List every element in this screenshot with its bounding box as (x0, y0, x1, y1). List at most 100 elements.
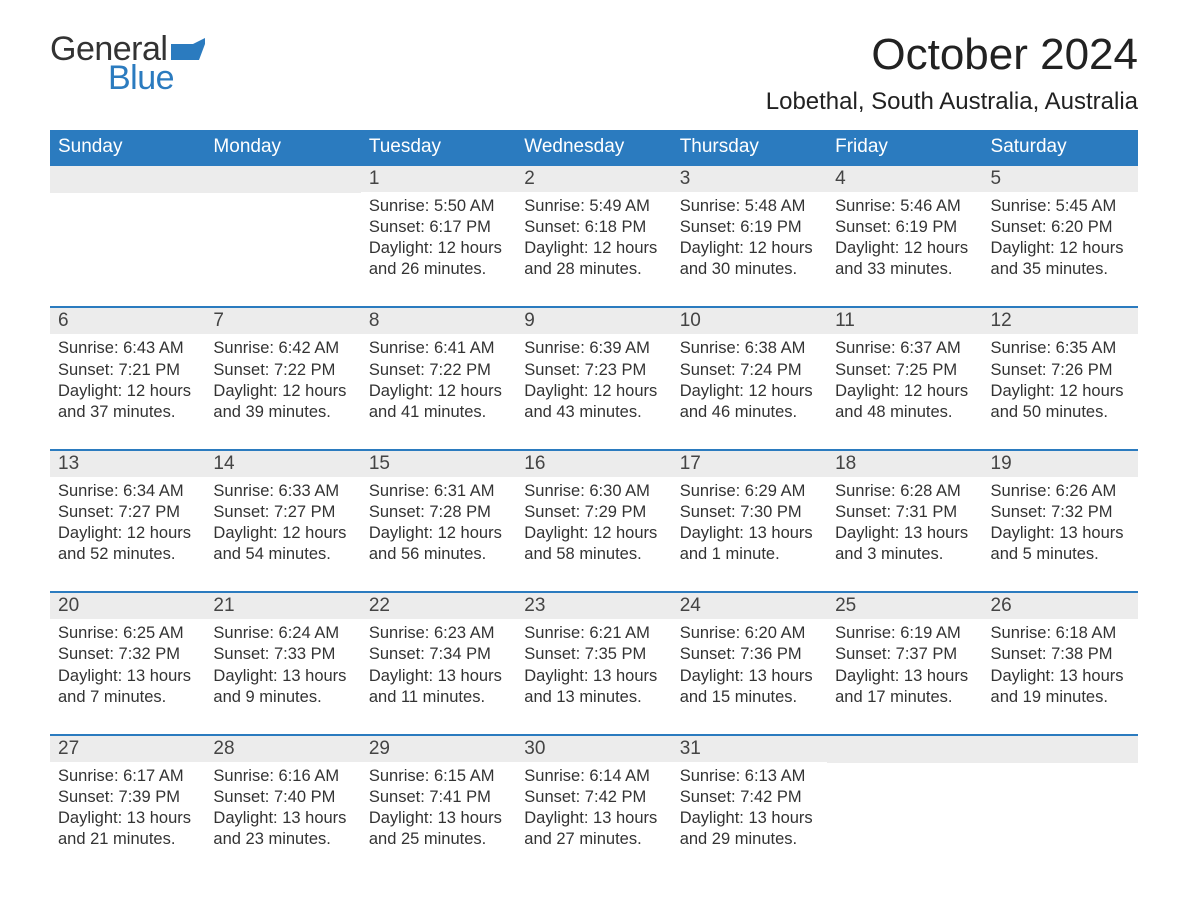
day-body: Sunrise: 6:35 AMSunset: 7:26 PMDaylight:… (983, 334, 1138, 448)
sunset-line: Sunset: 7:26 PM (991, 360, 1130, 381)
daylight-line: Daylight: 13 hours and 17 minutes. (835, 666, 974, 708)
sunrise-line: Sunrise: 5:49 AM (524, 196, 663, 217)
day-number: 14 (205, 451, 360, 477)
daylight-line: Daylight: 12 hours and 46 minutes. (680, 381, 819, 423)
day-body: Sunrise: 6:28 AMSunset: 7:31 PMDaylight:… (827, 477, 982, 591)
day-number: 27 (50, 736, 205, 762)
sunrise-line: Sunrise: 6:24 AM (213, 623, 352, 644)
calendar-cell: 6Sunrise: 6:43 AMSunset: 7:21 PMDaylight… (50, 307, 205, 449)
sunrise-line: Sunrise: 6:16 AM (213, 766, 352, 787)
sunset-line: Sunset: 7:25 PM (835, 360, 974, 381)
day-body: Sunrise: 6:31 AMSunset: 7:28 PMDaylight:… (361, 477, 516, 591)
sunset-line: Sunset: 7:32 PM (991, 502, 1130, 523)
day-body: Sunrise: 6:19 AMSunset: 7:37 PMDaylight:… (827, 619, 982, 733)
daylight-line: Daylight: 12 hours and 30 minutes. (680, 238, 819, 280)
calendar-cell: 10Sunrise: 6:38 AMSunset: 7:24 PMDayligh… (672, 307, 827, 449)
sunset-line: Sunset: 7:24 PM (680, 360, 819, 381)
sunrise-line: Sunrise: 5:46 AM (835, 196, 974, 217)
calendar-table: Sunday Monday Tuesday Wednesday Thursday… (50, 130, 1138, 876)
sunrise-line: Sunrise: 6:30 AM (524, 481, 663, 502)
day-body: Sunrise: 6:38 AMSunset: 7:24 PMDaylight:… (672, 334, 827, 448)
sunset-line: Sunset: 7:27 PM (58, 502, 197, 523)
day-number: 12 (983, 308, 1138, 334)
sunrise-line: Sunrise: 6:33 AM (213, 481, 352, 502)
day-number: 28 (205, 736, 360, 762)
daylight-line: Daylight: 12 hours and 58 minutes. (524, 523, 663, 565)
sunrise-line: Sunrise: 6:37 AM (835, 338, 974, 359)
calendar-week: 27Sunrise: 6:17 AMSunset: 7:39 PMDayligh… (50, 735, 1138, 876)
daylight-line: Daylight: 12 hours and 48 minutes. (835, 381, 974, 423)
calendar-cell: 30Sunrise: 6:14 AMSunset: 7:42 PMDayligh… (516, 735, 671, 876)
day-number: 17 (672, 451, 827, 477)
sunrise-line: Sunrise: 6:15 AM (369, 766, 508, 787)
calendar-cell: 7Sunrise: 6:42 AMSunset: 7:22 PMDaylight… (205, 307, 360, 449)
sunrise-line: Sunrise: 6:35 AM (991, 338, 1130, 359)
day-number: 19 (983, 451, 1138, 477)
daylight-line: Daylight: 12 hours and 35 minutes. (991, 238, 1130, 280)
day-body: Sunrise: 6:21 AMSunset: 7:35 PMDaylight:… (516, 619, 671, 733)
sunset-line: Sunset: 7:40 PM (213, 787, 352, 808)
day-number: 1 (361, 166, 516, 192)
day-number: 10 (672, 308, 827, 334)
sunrise-line: Sunrise: 6:42 AM (213, 338, 352, 359)
day-body: Sunrise: 6:23 AMSunset: 7:34 PMDaylight:… (361, 619, 516, 733)
calendar-cell: 11Sunrise: 6:37 AMSunset: 7:25 PMDayligh… (827, 307, 982, 449)
sunrise-line: Sunrise: 6:20 AM (680, 623, 819, 644)
day-number: 16 (516, 451, 671, 477)
sunset-line: Sunset: 7:39 PM (58, 787, 197, 808)
day-body: Sunrise: 6:15 AMSunset: 7:41 PMDaylight:… (361, 762, 516, 876)
sunrise-line: Sunrise: 6:25 AM (58, 623, 197, 644)
calendar-cell: 16 Sunrise: 6:30 AMSunset: 7:29 PMDayligh… (516, 450, 671, 592)
sunset-line: Sunset: 7:29 PM (524, 502, 663, 523)
day-number: 31 (672, 736, 827, 762)
calendar-cell: 15Sunrise: 6:31 AMSunset: 7:28 PMDayligh… (361, 450, 516, 592)
calendar-cell: 28Sunrise: 6:16 AMSunset: 7:40 PMDayligh… (205, 735, 360, 876)
day-body (827, 763, 982, 873)
day-body: Sunrise: 6:29 AMSunset: 7:30 PMDaylight:… (672, 477, 827, 591)
sunset-line: Sunset: 7:41 PM (369, 787, 508, 808)
sunset-line: Sunset: 7:42 PM (680, 787, 819, 808)
sunrise-line: Sunrise: 6:43 AM (58, 338, 197, 359)
location: Lobethal, South Australia, Australia (766, 88, 1138, 116)
sunset-line: Sunset: 7:38 PM (991, 644, 1130, 665)
day-body: Sunrise: 6:20 AMSunset: 7:36 PMDaylight:… (672, 619, 827, 733)
sunrise-line: Sunrise: 6:28 AM (835, 481, 974, 502)
day-body: Sunrise: 5:46 AMSunset: 6:19 PMDaylight:… (827, 192, 982, 306)
day-number: 6 (50, 308, 205, 334)
sunrise-line: Sunrise: 5:45 AM (991, 196, 1130, 217)
calendar-cell (983, 735, 1138, 876)
sunset-line: Sunset: 7:27 PM (213, 502, 352, 523)
sunrise-line: Sunrise: 6:21 AM (524, 623, 663, 644)
day-number: 18 (827, 451, 982, 477)
calendar-cell: 4Sunrise: 5:46 AMSunset: 6:19 PMDaylight… (827, 165, 982, 307)
daylight-line: Daylight: 13 hours and 5 minutes. (991, 523, 1130, 565)
sunrise-line: Sunrise: 6:18 AM (991, 623, 1130, 644)
title-block: October 2024 Lobethal, South Australia, … (766, 30, 1138, 116)
day-number: 7 (205, 308, 360, 334)
day-number: 8 (361, 308, 516, 334)
logo: General Blue (50, 30, 205, 98)
sunrise-line: Sunrise: 6:14 AM (524, 766, 663, 787)
day-number: 5 (983, 166, 1138, 192)
day-header-row: Sunday Monday Tuesday Wednesday Thursday… (50, 130, 1138, 165)
day-body: Sunrise: 6:33 AMSunset: 7:27 PMDaylight:… (205, 477, 360, 591)
day-number: 25 (827, 593, 982, 619)
daylight-line: Daylight: 12 hours and 39 minutes. (213, 381, 352, 423)
day-body: Sunrise: 6:42 AMSunset: 7:22 PMDaylight:… (205, 334, 360, 448)
calendar-week: 13Sunrise: 6:34 AMSunset: 7:27 PMDayligh… (50, 450, 1138, 592)
calendar-cell: 8Sunrise: 6:41 AMSunset: 7:22 PMDaylight… (361, 307, 516, 449)
daylight-line: Daylight: 13 hours and 3 minutes. (835, 523, 974, 565)
sunset-line: Sunset: 6:17 PM (369, 217, 508, 238)
calendar-cell: 3Sunrise: 5:48 AMSunset: 6:19 PMDaylight… (672, 165, 827, 307)
sunset-line: Sunset: 7:36 PM (680, 644, 819, 665)
calendar-cell: 1Sunrise: 5:50 AMSunset: 6:17 PMDaylight… (361, 165, 516, 307)
logo-word-2: Blue (108, 59, 205, 98)
calendar-cell: 27Sunrise: 6:17 AMSunset: 7:39 PMDayligh… (50, 735, 205, 876)
daylight-line: Daylight: 13 hours and 11 minutes. (369, 666, 508, 708)
calendar-cell (205, 165, 360, 307)
daylight-line: Daylight: 13 hours and 25 minutes. (369, 808, 508, 850)
day-number: 22 (361, 593, 516, 619)
day-header: Thursday (672, 130, 827, 165)
sunrise-line: Sunrise: 6:38 AM (680, 338, 819, 359)
daylight-line: Daylight: 12 hours and 37 minutes. (58, 381, 197, 423)
